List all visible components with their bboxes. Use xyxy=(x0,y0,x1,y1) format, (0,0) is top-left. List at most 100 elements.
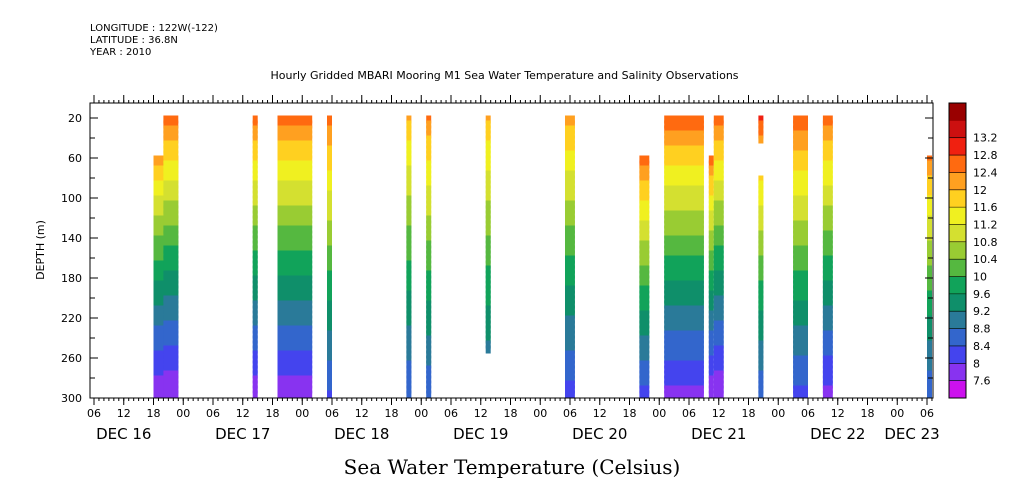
data-cell xyxy=(485,310,491,319)
data-cell xyxy=(485,180,491,189)
data-cell xyxy=(822,375,833,384)
data-cell xyxy=(664,235,704,244)
data-cell xyxy=(565,335,575,344)
data-cell xyxy=(822,320,833,329)
data-cell xyxy=(485,140,491,149)
data-cell xyxy=(327,230,332,239)
data-cell xyxy=(793,175,808,184)
data-cell xyxy=(927,335,932,344)
data-cell xyxy=(252,265,258,274)
data-cell xyxy=(277,115,313,124)
data-cell xyxy=(758,270,764,279)
data-cell xyxy=(565,305,575,314)
x-tick-label: 12 xyxy=(236,407,250,420)
x-tick-label: 12 xyxy=(593,407,607,420)
data-cell xyxy=(406,280,412,289)
data-columns xyxy=(153,115,932,399)
data-cell xyxy=(485,235,491,244)
data-cell xyxy=(426,130,432,139)
data-cell xyxy=(327,190,332,199)
data-cell xyxy=(252,305,258,314)
data-cell xyxy=(406,155,412,164)
data-cell xyxy=(327,130,332,139)
data-cell xyxy=(708,300,714,309)
data-cell xyxy=(708,305,714,314)
data-cell xyxy=(639,165,650,174)
data-cell xyxy=(927,380,932,389)
data-cell xyxy=(708,230,714,239)
data-cell xyxy=(927,330,932,339)
data-cell xyxy=(163,130,179,139)
data-cell xyxy=(252,235,258,244)
data-cell xyxy=(793,135,808,144)
colorbar-label: 7.6 xyxy=(973,375,991,388)
data-cell xyxy=(406,220,412,229)
data-cell xyxy=(927,210,932,219)
data-cell xyxy=(758,120,764,129)
data-cell xyxy=(713,130,724,139)
data-cell xyxy=(163,225,179,234)
data-cell xyxy=(327,200,332,209)
data-cell xyxy=(277,190,313,199)
data-cell xyxy=(426,310,432,319)
data-cell xyxy=(565,175,575,184)
data-cell xyxy=(252,170,258,179)
data-cell xyxy=(565,375,575,384)
data-cell xyxy=(163,155,179,164)
data-column xyxy=(485,115,491,354)
data-cell xyxy=(565,200,575,209)
data-cell xyxy=(252,155,258,164)
data-cell xyxy=(277,360,313,369)
colorbar-label: 11.6 xyxy=(973,201,998,214)
data-cell xyxy=(426,260,432,269)
data-cell xyxy=(758,310,764,319)
data-cell xyxy=(793,230,808,239)
data-cell xyxy=(664,260,704,269)
data-cell xyxy=(565,385,575,394)
data-cell xyxy=(664,335,704,344)
data-cell xyxy=(927,155,932,164)
data-cell xyxy=(713,245,724,254)
colorbar-swatch xyxy=(949,276,966,295)
data-cell xyxy=(822,230,833,239)
data-cell xyxy=(406,180,412,189)
data-cell xyxy=(485,325,491,334)
data-cell xyxy=(664,315,704,324)
data-cell xyxy=(252,355,258,364)
data-cell xyxy=(406,375,412,384)
data-cell xyxy=(327,310,332,319)
data-cell xyxy=(713,150,724,159)
x-day-label: DEC 17 xyxy=(215,425,270,443)
data-cell xyxy=(252,210,258,219)
colorbar-swatch xyxy=(949,380,966,399)
data-cell xyxy=(327,125,332,134)
data-cell xyxy=(664,165,704,174)
colorbar-swatch xyxy=(949,224,966,243)
data-cell xyxy=(793,125,808,134)
data-cell xyxy=(664,265,704,274)
data-cell xyxy=(252,295,258,304)
data-cell xyxy=(252,175,258,184)
x-tick-label: 18 xyxy=(742,407,756,420)
data-cell xyxy=(163,355,179,364)
data-cell xyxy=(426,200,432,209)
data-cell xyxy=(565,195,575,204)
data-cell xyxy=(163,245,179,254)
data-cell xyxy=(327,155,332,164)
data-cell xyxy=(327,390,332,399)
data-cell xyxy=(664,115,704,124)
x-day-label: DEC 20 xyxy=(572,425,627,443)
data-cell xyxy=(426,380,432,389)
data-cell xyxy=(426,230,432,239)
data-cell xyxy=(565,310,575,319)
data-cell xyxy=(426,155,432,164)
data-cell xyxy=(708,390,714,399)
data-cell xyxy=(426,365,432,374)
data-cell xyxy=(927,225,932,234)
data-cell xyxy=(793,145,808,154)
data-cell xyxy=(327,350,332,359)
data-cell xyxy=(406,185,412,194)
data-cell xyxy=(406,325,412,334)
data-cell xyxy=(163,190,179,199)
data-cell xyxy=(426,140,432,149)
